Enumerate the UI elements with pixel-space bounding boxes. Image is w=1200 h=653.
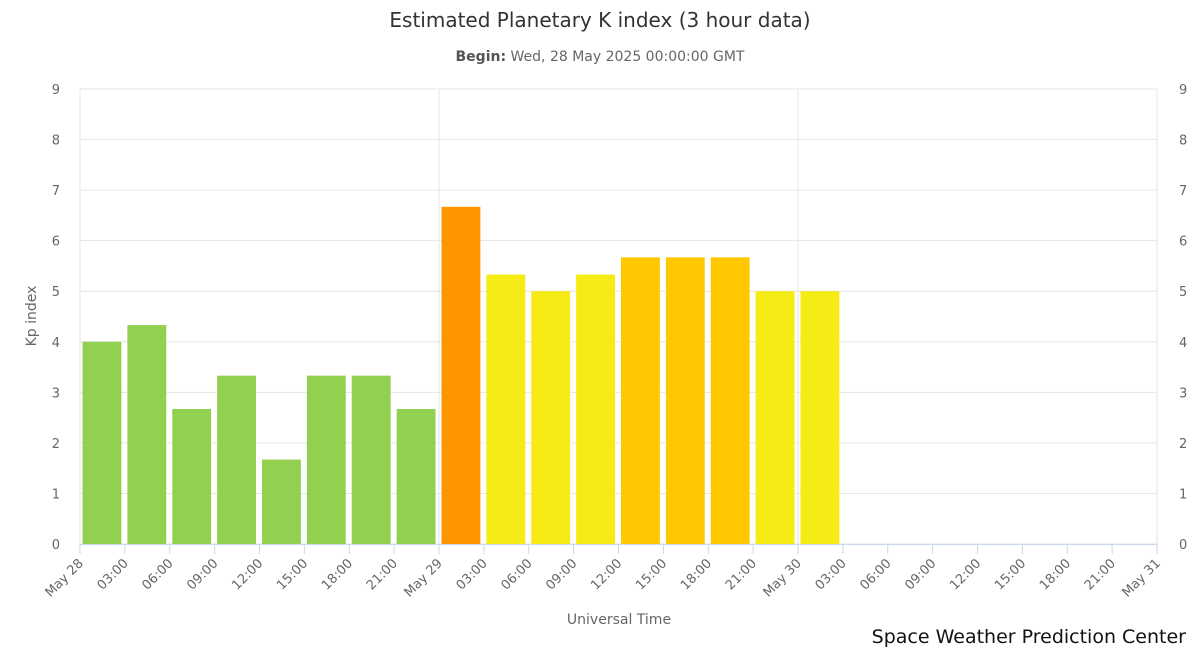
- y-tick-label-left: 9: [52, 83, 60, 98]
- x-tick-label: 15:00: [274, 556, 311, 593]
- x-tick-label: May 30: [761, 556, 805, 600]
- x-tick-label: May 28: [43, 556, 87, 600]
- y-tick-label-left: 3: [52, 386, 60, 401]
- x-tick-label: 21:00: [723, 556, 760, 593]
- kp-bar: [800, 291, 840, 544]
- x-tick-label: 09:00: [902, 556, 939, 593]
- x-tick-label: 18:00: [319, 556, 356, 593]
- kp-bar: [665, 257, 705, 544]
- x-tick-label: 06:00: [857, 556, 894, 593]
- y-tick-label-right: 4: [1179, 336, 1187, 351]
- y-tick-label-left: 0: [52, 538, 60, 553]
- x-tick-label: 03:00: [813, 556, 850, 593]
- y-tick-label-left: 8: [52, 134, 60, 149]
- kp-bar: [441, 206, 481, 545]
- subtitle-prefix: Begin:: [455, 49, 507, 65]
- y-tick-label-left: 5: [52, 285, 60, 300]
- y-tick-label-right: 0: [1179, 538, 1187, 553]
- kp-bar: [486, 274, 526, 544]
- x-axis-title: Universal Time: [567, 612, 671, 628]
- x-tick-label: 18:00: [1037, 556, 1074, 593]
- grid-lines: [79, 88, 1158, 545]
- y-tick-label-left: 1: [52, 487, 60, 502]
- x-tick-label: 03:00: [95, 556, 132, 593]
- y-tick-label-right: 7: [1179, 184, 1187, 199]
- credit-text: Space Weather Prediction Center: [871, 626, 1186, 648]
- kp-bar: [531, 291, 571, 544]
- kp-bar: [172, 409, 212, 544]
- y-tick-label-right: 8: [1179, 134, 1187, 149]
- kp-bar: [396, 409, 436, 544]
- subtitle-value: Wed, 28 May 2025 00:00:00 GMT: [510, 49, 745, 65]
- x-tick-label: 15:00: [992, 556, 1029, 593]
- y-tick-label-left: 6: [52, 235, 60, 250]
- x-tick-label: May 29: [402, 556, 446, 600]
- x-tick-label: 21:00: [364, 556, 401, 593]
- kp-bar: [262, 459, 301, 544]
- x-tick-label: 12:00: [588, 556, 625, 593]
- y-tick-label-left: 7: [52, 184, 60, 199]
- y-tick-label-right: 3: [1179, 386, 1187, 401]
- x-tick-label: 12:00: [947, 556, 984, 593]
- y-tick-label-right: 5: [1179, 285, 1187, 300]
- kp-bar: [621, 257, 660, 544]
- x-tick-label: 21:00: [1082, 556, 1119, 593]
- kp-bar: [127, 325, 167, 544]
- kp-bar: [306, 375, 346, 544]
- x-tick-label: 09:00: [184, 556, 221, 593]
- x-tick-label: 12:00: [229, 556, 266, 593]
- chart-subtitle: Begin: Wed, 28 May 2025 00:00:00 GMT: [0, 49, 1200, 65]
- x-tick-label: 06:00: [139, 556, 176, 593]
- y-tick-label-right: 2: [1179, 437, 1187, 452]
- x-tick-label: 15:00: [633, 556, 670, 593]
- chart-title: Estimated Planetary K index (3 hour data…: [389, 8, 811, 32]
- kp-bar: [351, 375, 391, 544]
- kp-bar: [710, 257, 750, 544]
- x-tick-label: 09:00: [543, 556, 580, 593]
- bar-series: [82, 206, 840, 545]
- y-tick-label-left: 4: [52, 336, 60, 351]
- y-axis-title: Kp index: [24, 286, 40, 347]
- y-tick-label-right: 6: [1179, 235, 1187, 250]
- y-tick-label-left: 2: [52, 437, 60, 452]
- kp-bar: [576, 274, 615, 544]
- y-tick-label-right: 9: [1179, 83, 1187, 98]
- x-tick-label: 06:00: [498, 556, 535, 593]
- x-tick-label: 03:00: [454, 556, 491, 593]
- x-tick-label: 18:00: [678, 556, 715, 593]
- kp-bar: [755, 291, 795, 544]
- x-tick-label: May 31: [1120, 556, 1164, 600]
- kp-bar: [82, 341, 122, 544]
- y-tick-label-right: 1: [1179, 487, 1187, 502]
- kp-bar: [217, 375, 256, 544]
